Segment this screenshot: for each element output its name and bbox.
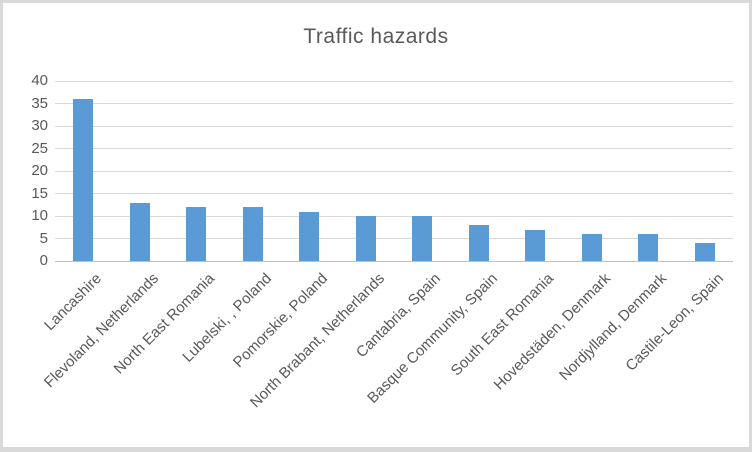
y-axis-tick-label: 5: [39, 229, 48, 247]
gridline: [55, 193, 733, 194]
gridline: [55, 148, 733, 149]
bar: [468, 225, 489, 261]
bar: [73, 99, 94, 261]
bar: [412, 216, 433, 261]
bar: [242, 207, 263, 261]
gridline: [55, 125, 733, 127]
gridline: [55, 103, 733, 104]
plot-area: 0 5 10 15 20 25 30 35 40 Lancashire Flevoland, Net…: [3, 3, 749, 447]
y-axis-tick-label: 35: [31, 94, 48, 112]
y-axis-tick-label: 20: [31, 162, 48, 179]
gridline: [55, 238, 733, 239]
y-axis-tick-label: 15: [31, 184, 48, 202]
bar: [638, 234, 659, 261]
bar: [186, 207, 207, 261]
bar: [129, 202, 150, 261]
gridline: [55, 170, 733, 172]
y-axis-tick-label: 40: [31, 72, 48, 89]
chart-title: Traffic hazards: [303, 25, 449, 48]
bar: [355, 216, 376, 261]
bar: [525, 229, 546, 261]
gridline: [55, 215, 733, 217]
bar: [581, 234, 602, 261]
gridline: [55, 80, 733, 82]
y-axis-tick-label: 0: [39, 252, 48, 269]
y-axis-tick-label: 25: [31, 139, 48, 157]
x-axis-line: [55, 260, 733, 262]
bar: [694, 243, 715, 261]
bar: [299, 211, 320, 261]
y-axis-tick-label: 30: [31, 117, 48, 134]
y-axis-tick-label: 10: [31, 207, 48, 224]
